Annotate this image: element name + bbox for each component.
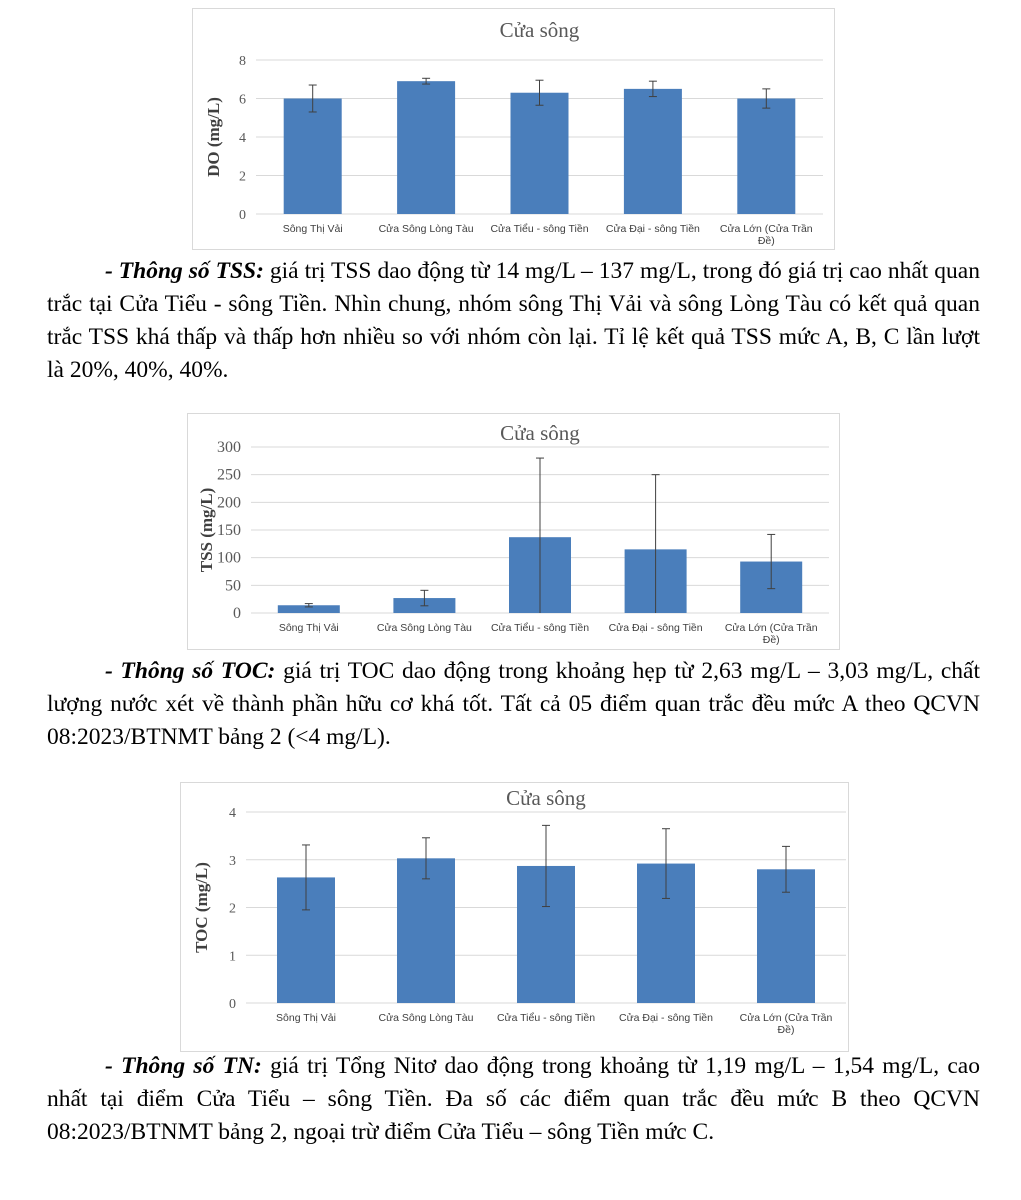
y-tick-label: 0 — [229, 997, 236, 1012]
y-tick-label: 2 — [239, 170, 246, 185]
y-tick-label: 250 — [217, 467, 241, 484]
x-tick-label: Cửa Đại - sông Tiền — [609, 622, 703, 634]
tn-text: giá trị Tổng Nitơ dao động trong khoảng … — [47, 1053, 980, 1145]
y-tick-label: 6 — [239, 93, 246, 108]
x-tick-label: Cửa Lớn (Cửa Trần — [740, 1012, 833, 1024]
x-tick-label: Cửa Tiểu - sông Tiền — [497, 1012, 595, 1024]
chart-title: Cửa sông — [506, 786, 586, 810]
y-axis-label: TOC (mg/L) — [192, 862, 211, 953]
do-chart: Cửa sông 0 2 4 6 8 DO (mg/L) Sông Thị Vải Cửa Sô… — [192, 8, 835, 250]
y-tick-label: 4 — [239, 131, 246, 146]
tss-chart: Cửa sông 0 50 100 150 200 250 300 TSS (mg/L) Sông… — [187, 413, 840, 650]
x-tick-label: Cửa Đại - sông Tiền — [606, 223, 700, 235]
chart-canvas: Cửa sông 0 1 2 3 4 TOC (mg/L) Sông Thị Vải Cửa S… — [192, 786, 846, 1036]
y-tick-label: 50 — [225, 577, 241, 594]
y-tick-label: 0 — [239, 208, 246, 223]
y-tick-label: 4 — [229, 806, 236, 821]
y-axis-label: DO (mg/L) — [204, 97, 223, 177]
x-tick-label: Cửa Sông Lòng Tàu — [379, 1012, 474, 1024]
x-tick-label: Đề) — [758, 235, 775, 247]
y-tick-label: 100 — [217, 550, 241, 567]
bar — [737, 98, 796, 214]
chart-canvas: Cửa sông 0 2 4 6 8 DO (mg/L) Sông Thị Vải Cửa Sô… — [204, 18, 823, 247]
toc-text: giá trị TOC dao động trong khoảng hẹp từ… — [47, 658, 980, 750]
y-tick-label: 150 — [217, 522, 241, 539]
y-tick-label: 3 — [229, 854, 236, 869]
y-tick-label: 300 — [217, 439, 241, 456]
y-tick-label: 200 — [217, 494, 241, 511]
x-tick-label: Cửa Lớn (Cửa Trần — [725, 622, 818, 634]
tn-paragraph: - Thông số TN: giá trị Tổng Nitơ dao độn… — [47, 1050, 980, 1149]
x-tick-label: Cửa Sông Lòng Tàu — [379, 223, 474, 235]
x-tick-label: Cửa Lớn (Cửa Trần — [720, 223, 813, 235]
tss-lead: - Thông số TSS: — [105, 258, 264, 284]
tn-lead: - Thông số TN: — [105, 1053, 262, 1079]
chart-canvas: Cửa sông 0 50 100 150 200 250 300 TSS (mg/L) Sông… — [197, 421, 829, 646]
x-tick-label: Đề) — [763, 634, 780, 646]
toc-chart: Cửa sông 0 1 2 3 4 TOC (mg/L) Sông Thị Vải Cửa S… — [180, 782, 849, 1052]
bar — [397, 858, 455, 1003]
x-tick-label: Đề) — [778, 1024, 795, 1036]
x-tick-label: Sông Thị Vải — [276, 1012, 336, 1024]
x-tick-label: Cửa Sông Lòng Tàu — [377, 622, 472, 634]
y-tick-label: 8 — [239, 54, 246, 69]
chart-title: Cửa sông — [500, 18, 580, 42]
bar — [397, 81, 456, 214]
toc-paragraph: - Thông số TOC: giá trị TOC dao động tro… — [47, 655, 980, 754]
chart-title: Cửa sông — [500, 421, 580, 445]
toc-lead: - Thông số TOC: — [105, 658, 276, 684]
x-tick-label: Cửa Đại - sông Tiền — [619, 1012, 713, 1024]
bar — [277, 605, 340, 613]
bar — [623, 88, 682, 214]
y-tick-label: 2 — [229, 902, 236, 917]
tss-text: giá trị TSS dao động từ 14 mg/L – 137 mg… — [47, 258, 980, 383]
x-tick-label: Cửa Tiểu - sông Tiền — [490, 223, 588, 235]
y-tick-label: 0 — [233, 605, 241, 622]
x-tick-label: Sông Thị Vải — [279, 622, 339, 634]
y-tick-label: 1 — [229, 949, 236, 964]
bar — [510, 92, 569, 214]
x-tick-label: Sông Thị Vải — [283, 223, 343, 235]
tss-paragraph: - Thông số TSS: giá trị TSS dao động từ … — [47, 255, 980, 387]
y-axis-label: TSS (mg/L) — [197, 488, 216, 573]
bar — [283, 98, 342, 214]
x-tick-label: Cửa Tiểu - sông Tiền — [491, 622, 589, 634]
